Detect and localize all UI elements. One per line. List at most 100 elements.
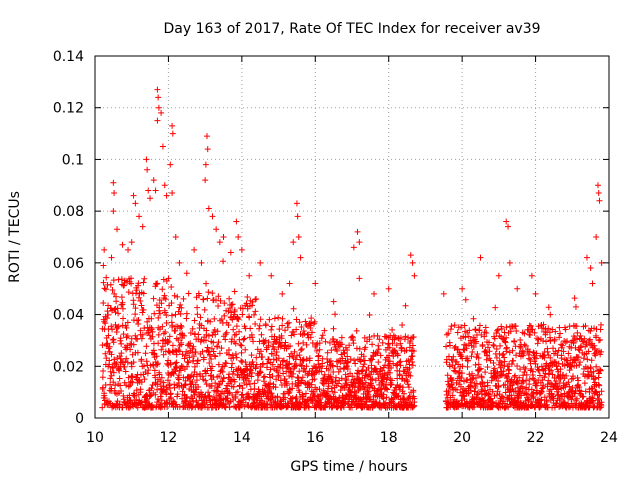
data-point xyxy=(596,197,603,204)
data-point xyxy=(338,334,345,341)
data-point xyxy=(318,368,325,375)
data-point xyxy=(576,347,583,354)
data-point xyxy=(226,295,233,302)
data-point xyxy=(535,323,542,330)
data-point xyxy=(249,334,256,341)
data-point xyxy=(345,401,352,408)
data-point xyxy=(286,280,293,287)
data-point xyxy=(375,342,382,349)
data-point xyxy=(590,376,597,383)
data-point xyxy=(160,276,167,283)
data-point xyxy=(149,381,156,388)
data-point xyxy=(298,323,305,330)
data-point xyxy=(295,375,302,382)
data-point xyxy=(556,324,563,331)
data-point xyxy=(99,342,106,349)
data-point xyxy=(391,336,398,343)
data-point xyxy=(291,348,298,355)
data-point xyxy=(212,380,219,387)
data-point xyxy=(266,316,273,323)
data-point xyxy=(125,289,132,296)
data-point xyxy=(153,281,160,288)
data-point xyxy=(216,382,223,389)
data-point xyxy=(503,403,510,410)
data-point xyxy=(508,361,515,368)
data-point xyxy=(368,362,375,369)
data-point xyxy=(463,345,470,352)
data-point xyxy=(293,326,300,333)
data-point xyxy=(547,354,554,361)
data-point xyxy=(247,366,254,373)
data-point xyxy=(371,290,378,297)
data-point xyxy=(473,338,480,345)
data-point xyxy=(568,363,575,370)
data-point xyxy=(470,315,477,322)
data-point xyxy=(520,378,527,385)
data-point xyxy=(146,332,153,339)
data-point xyxy=(161,292,168,299)
data-point xyxy=(526,376,533,383)
data-point xyxy=(326,339,333,346)
data-point xyxy=(213,388,220,395)
y-tick-label: 0.02 xyxy=(53,359,84,375)
data-point xyxy=(231,288,238,295)
data-point xyxy=(114,226,121,233)
data-point xyxy=(386,344,393,351)
data-point xyxy=(183,270,190,277)
data-point xyxy=(597,367,604,374)
data-point xyxy=(245,377,252,384)
data-point xyxy=(128,239,135,246)
data-point xyxy=(129,373,136,380)
data-point xyxy=(449,392,456,399)
data-point xyxy=(526,381,533,388)
data-point xyxy=(345,358,352,365)
data-point xyxy=(502,389,509,396)
x-tick-label: 16 xyxy=(306,430,324,446)
x-tick-label: 22 xyxy=(527,430,545,446)
data-point xyxy=(228,364,235,371)
data-point xyxy=(392,392,399,399)
data-point xyxy=(110,369,117,376)
data-point xyxy=(300,339,307,346)
data-point xyxy=(279,365,286,372)
data-point xyxy=(243,300,250,307)
data-point xyxy=(554,392,561,399)
data-point xyxy=(123,355,130,362)
data-point xyxy=(460,346,467,353)
data-point xyxy=(337,359,344,366)
data-point xyxy=(156,371,163,378)
data-point xyxy=(487,395,494,402)
data-point xyxy=(512,372,519,379)
data-point xyxy=(253,296,260,303)
data-point xyxy=(305,404,312,411)
data-point xyxy=(553,378,560,385)
data-point xyxy=(510,380,517,387)
data-point xyxy=(206,360,213,367)
data-point xyxy=(209,363,216,370)
data-point xyxy=(556,334,563,341)
data-point xyxy=(544,348,551,355)
data-point xyxy=(130,359,137,366)
data-point xyxy=(133,287,140,294)
data-point xyxy=(382,362,389,369)
data-point xyxy=(285,319,292,326)
data-point xyxy=(399,322,406,329)
data-point xyxy=(163,312,170,319)
data-point xyxy=(486,339,493,346)
data-point xyxy=(110,339,117,346)
data-point xyxy=(178,339,185,346)
data-point xyxy=(503,218,510,225)
data-point xyxy=(397,362,404,369)
data-point xyxy=(352,360,359,367)
data-point xyxy=(355,387,362,394)
data-point xyxy=(491,365,498,372)
data-point xyxy=(528,386,535,393)
data-point xyxy=(249,358,256,365)
data-point xyxy=(505,223,512,230)
data-point xyxy=(154,280,161,287)
data-point xyxy=(236,382,243,389)
data-point xyxy=(386,352,393,359)
data-point xyxy=(393,342,400,349)
data-point xyxy=(582,322,589,329)
data-point xyxy=(330,298,337,305)
